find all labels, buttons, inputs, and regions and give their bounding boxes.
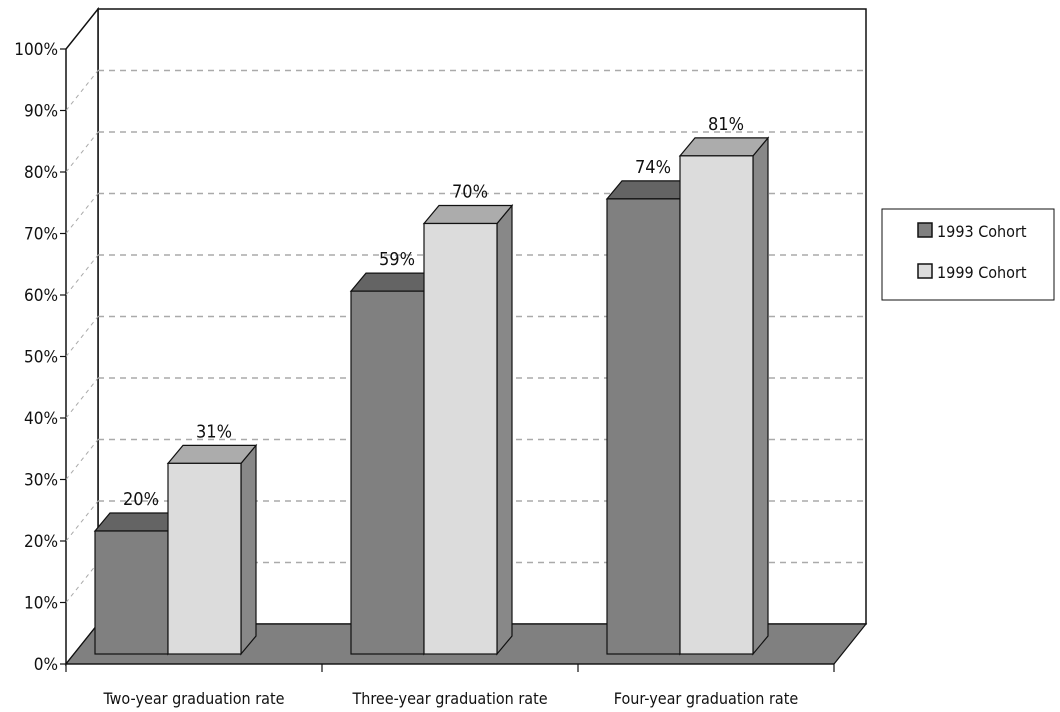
x-axis: Two-year graduation rate Three-year gradu… xyxy=(65,663,835,708)
bars: 20% 31% 59% 70% 74% 81% xyxy=(93,114,770,656)
legend-swatch xyxy=(917,222,933,238)
x-tick-label: Four-year graduation rate xyxy=(614,689,799,708)
bar-side xyxy=(240,443,257,656)
bar-top xyxy=(422,204,514,225)
gridline-side xyxy=(65,562,99,603)
y-tick-label: 70% xyxy=(24,225,58,245)
legend-label: 1993 Cohort xyxy=(937,222,1027,241)
data-label: 70% xyxy=(452,182,488,203)
y-tick-label: 0% xyxy=(34,655,58,675)
bar-front xyxy=(350,290,425,655)
gridline-side xyxy=(65,377,99,419)
gridline-side xyxy=(65,254,99,296)
bar-2-1 xyxy=(678,136,770,656)
y-tick-label: 20% xyxy=(24,532,58,552)
data-label: 74% xyxy=(635,157,671,178)
legend-label: 1999 Cohort xyxy=(937,263,1027,282)
legend-swatch xyxy=(917,263,933,279)
gridline-side xyxy=(65,70,99,111)
y-tick-label: 60% xyxy=(24,286,58,306)
y-tick-label: 90% xyxy=(24,102,58,122)
bar-0-1 xyxy=(166,443,258,656)
data-label: 59% xyxy=(379,249,415,270)
bar-side xyxy=(752,136,769,656)
data-label: 20% xyxy=(123,489,159,510)
bar-front xyxy=(167,462,242,655)
y-tick-label: 80% xyxy=(24,163,58,183)
x-tick-label: Three-year graduation rate xyxy=(351,689,547,708)
legend-box xyxy=(881,208,1055,301)
legend: 1993 Cohort 1999 Cohort xyxy=(881,208,1055,301)
y-tick-label: 100% xyxy=(14,40,58,60)
gridline-side xyxy=(65,193,99,234)
y-tick-label: 40% xyxy=(24,409,58,429)
y-tick-label: 30% xyxy=(24,471,58,491)
gridline-side xyxy=(65,500,99,542)
bar-side xyxy=(496,203,513,656)
gridline-side xyxy=(65,316,99,357)
bar-front xyxy=(94,530,169,655)
bar-front xyxy=(606,198,681,655)
bar-front xyxy=(423,222,498,655)
y-axis: 0% 10% 20% 30% 40% 50% 60% 70% 80% 90% 100% xyxy=(14,40,66,675)
y-tick-label: 10% xyxy=(24,594,58,614)
gridline-side xyxy=(65,131,99,173)
bar-1-1 xyxy=(422,203,514,656)
gridline-side xyxy=(65,439,99,480)
bar-top xyxy=(678,137,770,157)
bar-front xyxy=(679,155,754,655)
data-label: 81% xyxy=(708,114,744,135)
x-tick-label: Two-year graduation rate xyxy=(103,689,285,708)
data-label: 31% xyxy=(196,421,232,442)
bar-top xyxy=(166,444,258,464)
y-tick-label: 50% xyxy=(24,348,58,368)
